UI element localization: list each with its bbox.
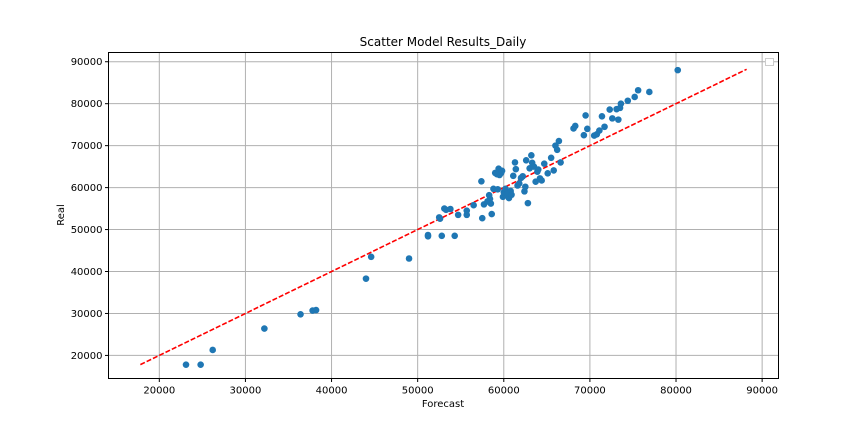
scatter-point	[463, 207, 471, 214]
chart-title: Scatter Model Results_Daily	[360, 35, 527, 49]
plot-area-frame	[108, 52, 779, 379]
y-tick-label: 30000	[71, 309, 103, 320]
scatter-point	[498, 167, 506, 175]
x-tick-label: 70000	[574, 386, 606, 397]
scatter-point	[502, 185, 509, 193]
y-tick-label: 60000	[71, 183, 103, 194]
scatter-point	[522, 157, 530, 164]
scatter-points	[182, 66, 682, 368]
scatter-point	[540, 160, 548, 167]
scatter-point	[515, 180, 523, 187]
scatter-point	[454, 211, 462, 219]
scatter-point	[508, 191, 515, 199]
y-tick-label: 70000	[71, 141, 103, 152]
scatter-point	[436, 215, 444, 222]
scatter-point	[601, 123, 608, 131]
scatter-point	[405, 255, 413, 262]
scatter-point	[615, 116, 622, 123]
x-tick-label: 60000	[488, 386, 520, 397]
identity-line	[140, 68, 747, 366]
scatter-point	[438, 232, 446, 240]
y-tick-label: 20000	[71, 351, 103, 362]
scatter-point	[197, 361, 204, 368]
x-axis-label: Forecast	[422, 399, 464, 410]
scatter-point	[557, 159, 564, 166]
scatter-point	[494, 185, 502, 193]
scatter-point	[631, 93, 638, 101]
x-tick-label: 40000	[316, 386, 348, 397]
scatter-point	[624, 97, 632, 105]
scatter-point	[584, 125, 591, 133]
y-axis-ticks: 20000 30000 40000 50000 60000 70000 80000 90000	[71, 57, 109, 362]
y-axis-label: Real	[56, 204, 67, 226]
scatter-point	[362, 275, 370, 282]
scatter-point	[297, 311, 304, 318]
scatter-point	[550, 167, 558, 174]
x-tick-label: 50000	[402, 386, 434, 397]
scatter-point	[528, 151, 535, 159]
scatter-point	[488, 210, 496, 218]
scatter-point	[367, 253, 375, 261]
scatter-point	[424, 232, 432, 240]
y-tick-label: 90000	[71, 57, 103, 68]
scatter-point	[608, 115, 616, 122]
scatter-point	[553, 146, 561, 154]
scatter-point	[547, 154, 555, 162]
scatter-point	[617, 100, 625, 107]
grid	[108, 52, 779, 379]
x-tick-label: 30000	[230, 386, 262, 397]
scatter-point	[312, 306, 320, 314]
scatter-point	[182, 361, 190, 368]
scatter-point	[487, 200, 495, 207]
scatter-point	[470, 201, 477, 209]
scatter-point	[674, 66, 682, 74]
y-tick-label: 40000	[71, 267, 103, 278]
scatter-point	[582, 112, 589, 119]
y-tick-label: 80000	[71, 99, 103, 110]
scatter-point	[538, 177, 545, 184]
scatter-point	[580, 131, 588, 139]
scatter-point	[519, 172, 527, 180]
scatter-point	[646, 88, 653, 96]
scatter-point	[534, 166, 542, 173]
scatter-point	[544, 170, 552, 177]
scatter-point	[478, 178, 485, 185]
fit-line	[140, 68, 747, 366]
scatter-point	[447, 205, 454, 213]
scatter-point	[555, 137, 563, 145]
scatter-point	[209, 346, 217, 354]
legend-box	[765, 58, 774, 66]
scatter-point	[451, 232, 458, 240]
x-tick-label: 20000	[143, 386, 175, 397]
scatter-point	[478, 214, 486, 222]
scatter-point	[606, 106, 614, 113]
scatter-point	[524, 199, 532, 207]
scatter-point	[261, 325, 268, 332]
scatter-point	[598, 112, 606, 120]
scatter-point	[571, 122, 579, 130]
x-tick-label: 80000	[660, 386, 692, 397]
x-tick-label: 90000	[746, 386, 778, 397]
scatter-point	[509, 172, 517, 180]
scatter-point	[512, 165, 520, 173]
scatter-point	[596, 127, 603, 134]
scatter-point	[634, 86, 642, 94]
scatter-point	[522, 183, 529, 191]
x-axis-ticks: 20000 30000 40000 50000 60000 70000 80000 90000	[143, 378, 778, 397]
scatter-point	[511, 159, 519, 166]
y-tick-label: 50000	[71, 225, 103, 236]
